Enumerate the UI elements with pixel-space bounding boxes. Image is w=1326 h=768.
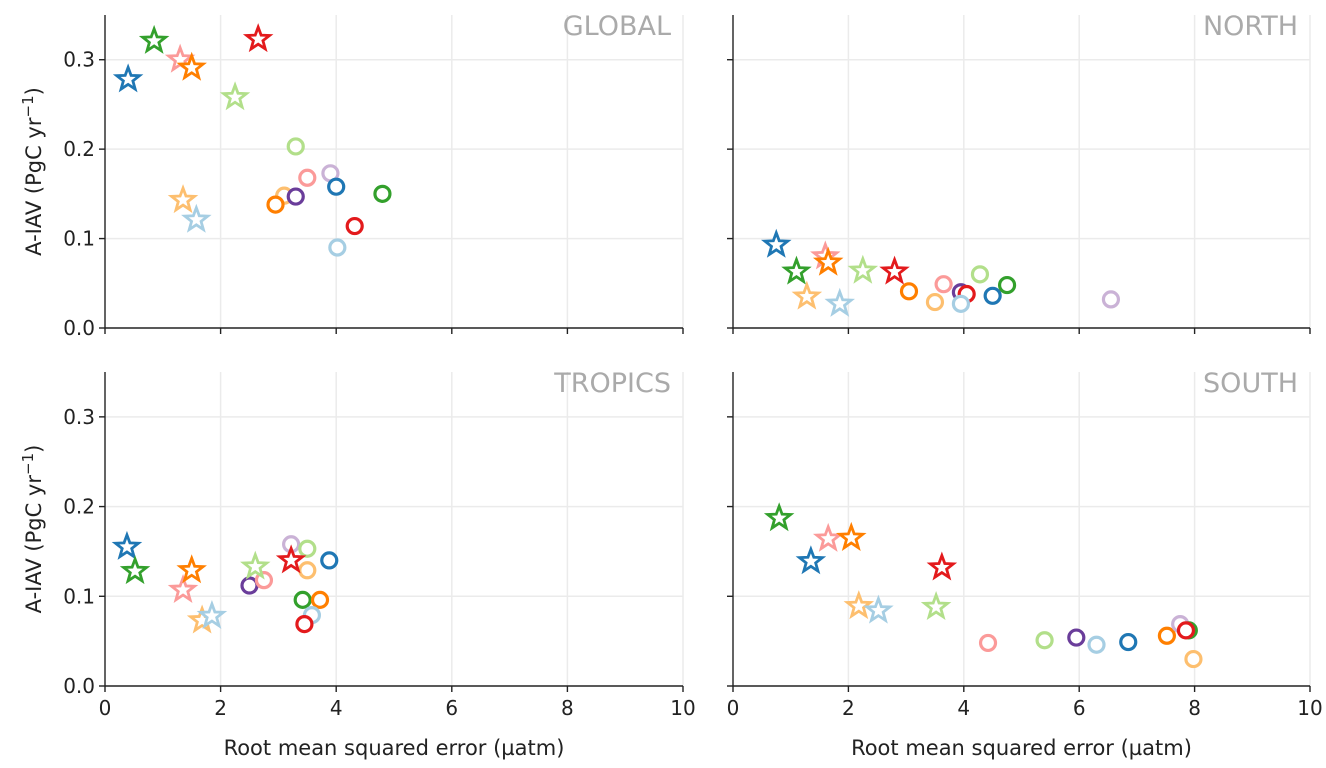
scatter-point-circle [240,576,259,595]
scatter-point-circle [1101,290,1121,309]
scatter-point-star [843,590,875,620]
scatter-point-star [763,502,795,532]
scatter-point-circle [1157,626,1177,645]
scatter-point-star [791,280,823,310]
y-tick-label: 0.3 [63,48,95,72]
y-tick-label: 0.3 [63,405,95,429]
scatter-point-circle [286,187,305,206]
scatter-point-circle [1119,632,1138,652]
y-tick-label: 0.2 [63,137,95,161]
scatter-point-circle [951,294,971,313]
x-tick-label: 4 [330,696,343,720]
scatter-point-star [219,81,251,111]
scatter-point-star [275,544,307,574]
x-tick-label: 8 [561,696,574,720]
scatter-point-star [167,184,199,214]
scatter-point-circle [320,551,339,570]
scatter-point-circle [978,633,998,653]
scatter-point-star [196,599,228,629]
x-axis-label: Root mean squared error (µatm) [224,736,565,760]
scatter-point-star [111,530,143,560]
scatter-point-star [781,255,812,285]
y-tick-label: 0.2 [63,495,95,519]
scatter-point-star [242,23,274,53]
panel-north: NORTH [727,11,1311,334]
scatter-point-circle [1067,628,1086,647]
x-tick-label: 6 [445,696,458,720]
x-tick-label: 0 [99,696,112,720]
y-tick-label: 0.0 [63,674,95,698]
scatter-point-star [812,522,844,552]
scatter-point-circle [286,137,305,156]
scatter-point-circle [934,275,953,294]
scatter-point-star [167,573,199,603]
scatter-point-star [920,591,952,621]
x-tick-label: 8 [1188,696,1201,720]
scatter-point-star [176,554,207,584]
panel-title: GLOBAL [563,11,671,42]
scatter-point-circle [1035,631,1054,650]
y-tick-label: 0.0 [63,316,95,340]
scatter-point-circle [345,216,364,236]
scatter-point-star [879,255,910,285]
scatter-point-circle [327,177,346,196]
scatter-point-star [181,203,212,233]
panel-tropics: 0.0 0.1 0.2 0.3 0 2 4 6 8 10 TROPICS Root mean squa… [19,368,696,760]
scatter-point-star [112,63,144,93]
y-axis-label: A-IAV (PgC yr−1) [19,445,46,614]
scatter-point-star [240,550,271,580]
scatter-point-circle [310,590,330,609]
scatter-point-star [836,521,867,551]
y-tick-label: 0.1 [63,584,95,608]
scatter-point-circle [1176,621,1196,640]
x-tick-label: 10 [670,696,695,720]
scatter-point-circle [293,590,312,609]
scatter-point-circle [899,282,919,301]
scatter-point-star [795,545,827,575]
scatter-point-star [138,24,170,54]
scatter-point-circle [266,195,285,214]
panel-title: NORTH [1203,11,1298,42]
x-tick-label: 2 [214,696,227,720]
scatter-point-circle [983,286,1002,305]
scatter-point-circle [373,184,392,203]
y-tick-label: 0.1 [63,227,95,251]
scatter-point-star [812,246,844,276]
scatter-point-circle [1087,635,1106,654]
x-tick-label: 10 [1297,696,1322,720]
scatter-point-circle [925,292,945,312]
scatter-point-star [847,254,879,284]
scatter-point-star [926,551,958,581]
scatter-point-star [176,51,207,81]
x-tick-label: 0 [727,696,740,720]
scatter-point-star [824,287,856,317]
panel-title: SOUTH [1203,368,1298,399]
scatter-point-circle [295,614,314,634]
scatter-point-circle [298,539,317,558]
x-axis-label: Root mean squared error (µatm) [851,736,1192,760]
x-tick-label: 2 [842,696,855,720]
scatter-point-circle [298,168,317,187]
scatter-point-circle [298,561,317,580]
x-tick-label: 4 [957,696,970,720]
scatter-point-circle [328,238,347,257]
x-tick-label: 6 [1073,696,1086,720]
scatter-point-circle [1184,649,1203,669]
panel-south: 0 2 4 6 8 10 SOUTH Root mean squared error (µat… [727,368,1323,760]
y-axis-label: A-IAV (PgC yr−1) [19,87,46,256]
scatter-point-star [863,594,894,624]
scatter-point-star [119,555,151,585]
scatter-point-star [761,228,792,258]
panel-global: 0.0 0.1 0.2 0.3 GLOBAL A-IAV (PgC yr−1) [19,11,684,340]
scatter-point-circle [970,265,990,284]
scatter-point-circle [997,275,1017,295]
panel-title: TROPICS [553,368,671,399]
